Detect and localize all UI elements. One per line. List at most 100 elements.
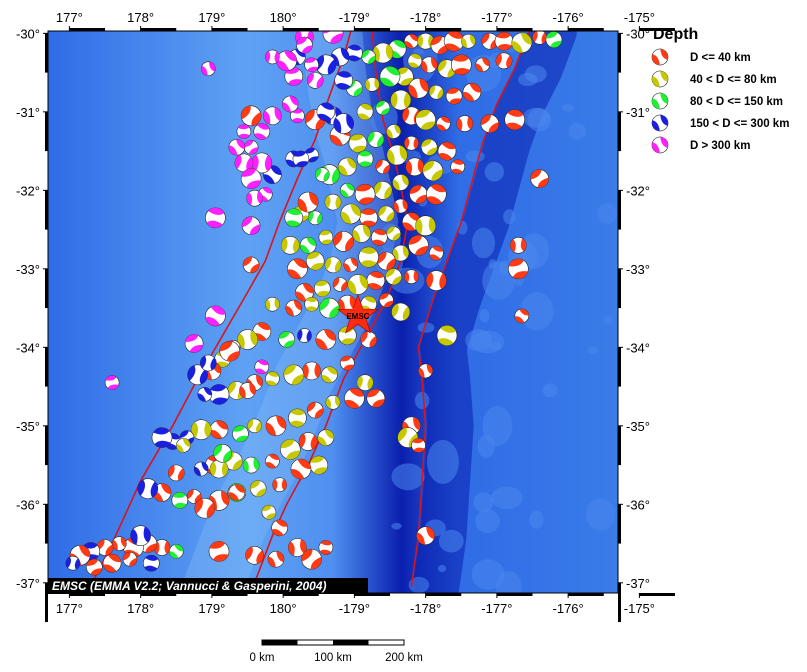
event-mechanism xyxy=(445,87,463,105)
event-mechanism xyxy=(436,116,451,131)
event-mechanism xyxy=(343,257,359,273)
seamount xyxy=(475,509,500,534)
event-mechanism xyxy=(316,102,336,122)
event-mechanism xyxy=(187,364,208,386)
lat-label-right: -37° xyxy=(626,576,650,591)
seamount xyxy=(482,405,513,446)
event-mechanism xyxy=(241,216,261,235)
lat-label-right: -31° xyxy=(626,105,650,120)
event-mechanism xyxy=(143,554,160,572)
event-mechanism xyxy=(379,292,394,308)
lat-label-right: -34° xyxy=(626,340,650,355)
map-area: EMSC EMSC (EMMA V2.2; Vannucci & Gasperi… xyxy=(48,31,618,594)
event-mechanism xyxy=(209,420,229,440)
event-mechanism xyxy=(137,478,159,499)
event-mechanism xyxy=(379,66,401,87)
seamount xyxy=(603,316,613,325)
frame-segment xyxy=(618,582,621,623)
frame-segment xyxy=(568,28,604,31)
event-mechanism xyxy=(307,210,323,226)
event-mechanism xyxy=(450,54,472,76)
event-mechanism xyxy=(339,183,355,198)
lon-label-top: 178° xyxy=(127,10,154,25)
event-mechanism xyxy=(390,89,412,111)
frame-segment xyxy=(618,268,621,309)
frame-segment xyxy=(618,33,621,73)
event-mechanism xyxy=(153,539,171,556)
event-mechanism xyxy=(112,536,127,551)
lon-label-top: -176° xyxy=(553,10,584,25)
event-mechanism xyxy=(65,555,81,571)
event-mechanism xyxy=(393,198,409,214)
epicenter-marker: EMSC xyxy=(337,294,379,334)
frame-segment xyxy=(69,28,105,31)
lon-label-bottom: -177° xyxy=(481,601,512,616)
frame-segment xyxy=(140,28,177,31)
frame-segment xyxy=(496,593,533,596)
lon-label-top: 179° xyxy=(198,10,225,25)
event-mechanism xyxy=(415,215,436,236)
event-mechanism xyxy=(378,205,395,223)
event-mechanism xyxy=(373,181,393,200)
event-mechanism xyxy=(324,256,342,274)
event-mechanism xyxy=(232,425,249,443)
lat-label-left: -32° xyxy=(16,183,40,198)
seamount xyxy=(438,529,464,553)
seamount xyxy=(437,564,447,573)
event-mechanism xyxy=(265,296,280,312)
frame-segment xyxy=(45,111,48,152)
scale-bar-segment-2 xyxy=(333,640,369,645)
lon-label-top: -175° xyxy=(624,10,655,25)
event-mechanism xyxy=(386,124,401,139)
event-mechanism xyxy=(530,169,549,188)
event-mechanism xyxy=(265,453,280,469)
seamount xyxy=(522,107,550,128)
event-mechanism xyxy=(337,157,357,177)
event-mechanism xyxy=(171,492,189,509)
frame-segment xyxy=(140,593,177,596)
credit-background xyxy=(48,578,368,594)
event-mechanism xyxy=(366,388,386,408)
event-mechanism xyxy=(366,271,386,290)
event-mechanism xyxy=(193,461,209,477)
seamount xyxy=(391,463,425,491)
event-mechanism xyxy=(405,157,425,177)
event-mechanism xyxy=(213,443,232,463)
event-mechanism xyxy=(242,456,260,474)
event-mechanism xyxy=(495,52,513,70)
event-mechanism xyxy=(247,418,262,434)
seamount xyxy=(518,72,538,87)
seamount xyxy=(520,233,550,269)
event-mechanism xyxy=(200,354,217,372)
lon-label-top: -179° xyxy=(339,10,370,25)
event-mechanism xyxy=(184,334,204,353)
event-mechanism xyxy=(504,109,526,130)
event-mechanism xyxy=(287,258,308,280)
seamount xyxy=(482,261,515,300)
event-mechanism xyxy=(425,270,447,291)
lon-label-bottom: 178° xyxy=(127,601,154,616)
event-mechanism xyxy=(130,525,151,547)
lon-label-top: 177° xyxy=(56,10,83,25)
legend-label-4: 150 < D <= 300 km xyxy=(690,118,789,130)
event-mechanism xyxy=(408,235,429,256)
frame-segment xyxy=(496,28,533,31)
event-mechanism xyxy=(404,33,419,49)
event-mechanism xyxy=(354,184,376,205)
event-mechanism xyxy=(367,131,385,148)
seamount xyxy=(484,162,504,182)
event-mechanism xyxy=(295,283,314,302)
event-mechanism xyxy=(407,53,423,69)
seamount xyxy=(503,209,516,225)
event-mechanism xyxy=(358,246,379,268)
legend-items: D <= 40 km 40 < D <= 80 km 80 < D <= 150 k… xyxy=(651,48,789,154)
frame-segment xyxy=(618,190,621,230)
seamount xyxy=(391,522,402,530)
scale-bar: 0 km 100 km 200 km xyxy=(250,639,423,664)
event-mechanism xyxy=(315,329,337,350)
legend-symbol-2 xyxy=(651,70,669,88)
event-mechanism xyxy=(86,558,103,576)
event-mechanism xyxy=(314,167,330,182)
focal-mechanisms xyxy=(65,31,563,576)
